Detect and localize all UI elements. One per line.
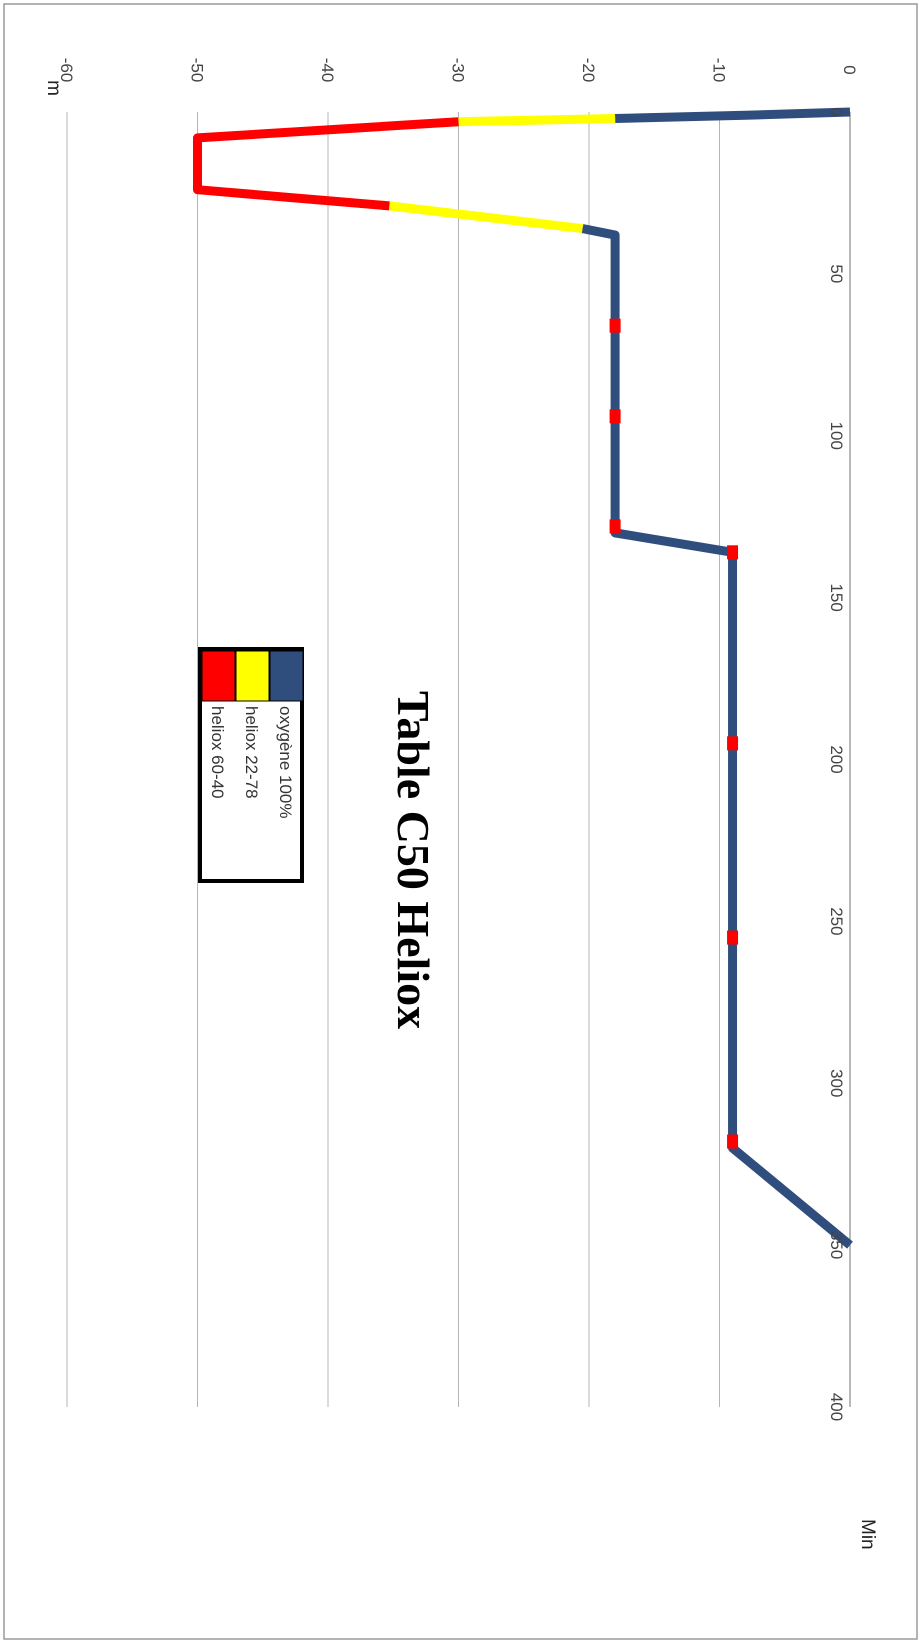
x-tick-label: 300 — [827, 1069, 846, 1097]
legend-swatch — [201, 650, 236, 702]
legend-label: heliox 22-78 — [242, 706, 261, 799]
x-tick-label: 350 — [827, 1231, 846, 1259]
legend-label: oxygène 100% — [276, 706, 295, 818]
y-tick-label: -30 — [449, 58, 468, 83]
x-tick-label: 0 — [827, 107, 846, 116]
y-tick-label: -10 — [710, 58, 729, 83]
y-tick-label: -40 — [318, 58, 337, 83]
stop-marker — [727, 545, 739, 560]
series-line-1 — [458, 113, 616, 127]
x-tick-label: 250 — [827, 907, 846, 935]
series-line-2 — [193, 117, 459, 211]
series-line-0 — [581, 224, 853, 1249]
stop-marker — [609, 519, 621, 534]
chart-border — [3, 3, 918, 1640]
series-line-0 — [614, 107, 851, 123]
y-tick-label: -20 — [579, 58, 598, 83]
x-tick-label: 150 — [827, 583, 846, 611]
chart-title: Table C50 Heliox — [388, 691, 439, 1029]
stop-marker — [727, 736, 739, 751]
stop-marker — [609, 409, 621, 424]
legend-label: heliox 60-40 — [208, 706, 227, 799]
x-tick-label: 200 — [827, 745, 846, 773]
y-axis-label: m — [43, 80, 64, 96]
legend-swatch — [269, 650, 304, 702]
x-tick-label: 400 — [827, 1393, 846, 1421]
stop-marker — [727, 930, 739, 945]
legend: oxygène 100% heliox 22-78 heliox 60-40 — [198, 647, 304, 883]
y-tick-label: -50 — [188, 58, 207, 83]
stop-marker — [609, 318, 621, 333]
legend-swatch — [235, 650, 270, 702]
x-tick-label: 100 — [827, 422, 846, 450]
x-axis-label: Min — [857, 1519, 878, 1550]
series-line-1 — [388, 201, 583, 234]
x-tick-label: 50 — [827, 264, 846, 283]
y-tick-label: -60 — [57, 58, 76, 83]
stop-marker — [727, 1134, 739, 1149]
y-tick-label: 0 — [840, 65, 859, 74]
